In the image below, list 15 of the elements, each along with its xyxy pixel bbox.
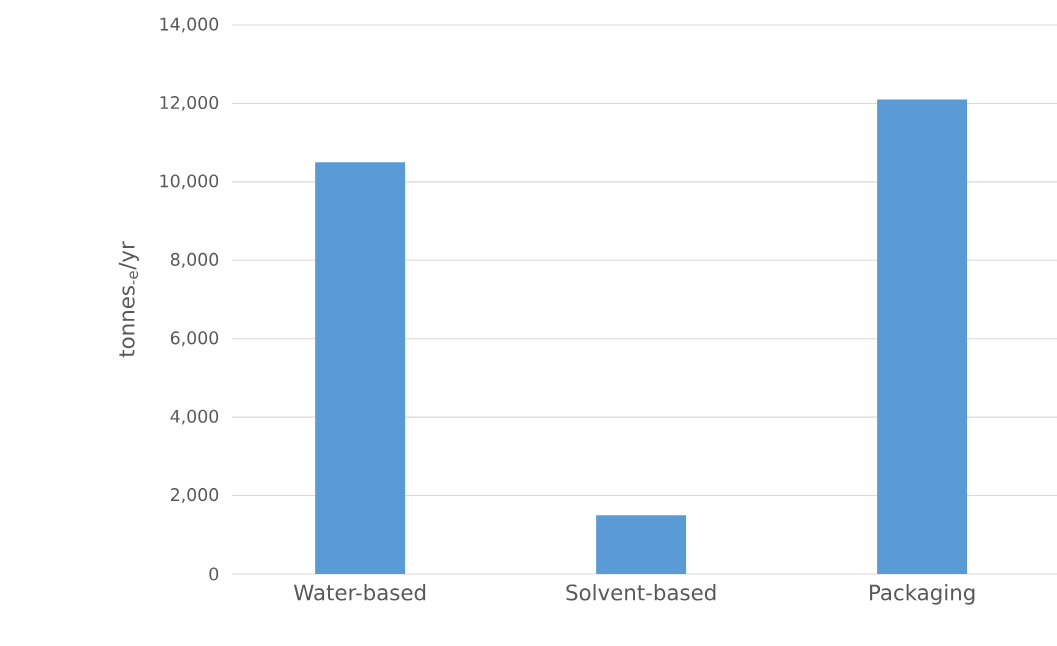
y-tick-label: 12,000 [160, 95, 219, 111]
y-tick-label: 14,000 [160, 17, 219, 33]
bar [315, 162, 406, 574]
y-tick-label: 10,000 [160, 174, 219, 190]
x-tick-label: Packaging [870, 584, 975, 605]
y-tick-label: 6,000 [170, 331, 219, 347]
x-tick-label: Solvent-based [566, 584, 716, 601]
y-tick-label: 8,000 [170, 252, 219, 268]
bar [596, 515, 687, 574]
x-tick-label: Water-based [293, 584, 426, 601]
y-tick-label: 2,000 [170, 488, 219, 503]
bar [877, 99, 968, 574]
y-tick-label: 4,000 [170, 409, 219, 425]
y-axis-title: tonnes$_{-e}$/yr [118, 241, 139, 358]
y-tick-label: 0 [209, 567, 219, 581]
